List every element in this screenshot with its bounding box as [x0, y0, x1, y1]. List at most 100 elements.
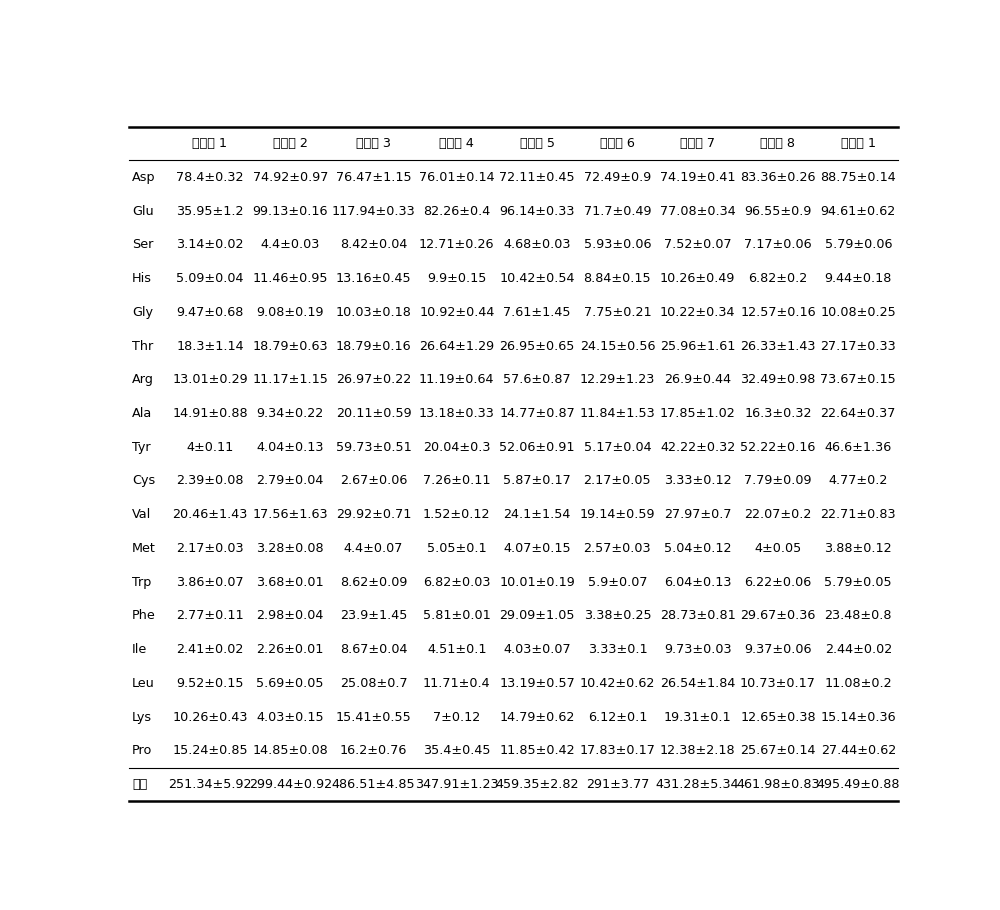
- Text: 2.41±0.02: 2.41±0.02: [176, 643, 244, 656]
- Text: 4±0.11: 4±0.11: [186, 440, 234, 454]
- Text: 实施例 1: 实施例 1: [841, 137, 876, 150]
- Text: 20.46±1.43: 20.46±1.43: [172, 508, 248, 521]
- Text: 94.61±0.62: 94.61±0.62: [821, 205, 896, 217]
- Text: 459.35±2.82: 459.35±2.82: [495, 778, 579, 791]
- Text: 7.52±0.07: 7.52±0.07: [664, 238, 732, 251]
- Text: 4±0.05: 4±0.05: [754, 542, 802, 555]
- Text: 3.14±0.02: 3.14±0.02: [176, 238, 244, 251]
- Text: 71.7±0.49: 71.7±0.49: [584, 205, 651, 217]
- Text: 74.19±0.41: 74.19±0.41: [660, 171, 735, 184]
- Text: 11.19±0.64: 11.19±0.64: [419, 373, 495, 386]
- Text: 12.29±1.23: 12.29±1.23: [580, 373, 655, 386]
- Text: 6.82±0.2: 6.82±0.2: [748, 272, 808, 285]
- Text: 总量: 总量: [132, 778, 147, 791]
- Text: 72.11±0.45: 72.11±0.45: [499, 171, 575, 184]
- Text: 9.44±0.18: 9.44±0.18: [825, 272, 892, 285]
- Text: 11.71±0.4: 11.71±0.4: [423, 677, 491, 690]
- Text: 431.28±5.34: 431.28±5.34: [656, 778, 740, 791]
- Text: 5.9±0.07: 5.9±0.07: [588, 576, 647, 589]
- Text: Asp: Asp: [132, 171, 156, 184]
- Text: 19.14±0.59: 19.14±0.59: [580, 508, 655, 521]
- Text: 10.73±0.17: 10.73±0.17: [740, 677, 816, 690]
- Text: 5.79±0.05: 5.79±0.05: [824, 576, 892, 589]
- Text: 22.71±0.83: 22.71±0.83: [820, 508, 896, 521]
- Text: 2.26±0.01: 2.26±0.01: [257, 643, 324, 656]
- Text: 18.79±0.63: 18.79±0.63: [252, 339, 328, 352]
- Text: 10.01±0.19: 10.01±0.19: [499, 576, 575, 589]
- Text: 7.61±1.45: 7.61±1.45: [503, 306, 571, 318]
- Text: 14.91±0.88: 14.91±0.88: [172, 407, 248, 420]
- Text: 2.77±0.11: 2.77±0.11: [176, 610, 244, 622]
- Text: 495.49±0.88: 495.49±0.88: [817, 778, 900, 791]
- Text: 9.52±0.15: 9.52±0.15: [176, 677, 244, 690]
- Text: 46.6±1.36: 46.6±1.36: [825, 440, 892, 454]
- Text: 26.33±1.43: 26.33±1.43: [740, 339, 816, 352]
- Text: 11.85±0.42: 11.85±0.42: [499, 744, 575, 757]
- Text: 299.44±0.92: 299.44±0.92: [249, 778, 332, 791]
- Text: 对比例 4: 对比例 4: [439, 137, 474, 150]
- Text: 486.51±4.85: 486.51±4.85: [332, 778, 415, 791]
- Text: Glu: Glu: [132, 205, 154, 217]
- Text: 18.79±0.16: 18.79±0.16: [336, 339, 411, 352]
- Text: 对比例 1: 对比例 1: [192, 137, 227, 150]
- Text: 3.68±0.01: 3.68±0.01: [256, 576, 324, 589]
- Text: 5.05±0.1: 5.05±0.1: [427, 542, 487, 555]
- Text: 6.12±0.1: 6.12±0.1: [588, 711, 647, 723]
- Text: 76.47±1.15: 76.47±1.15: [336, 171, 411, 184]
- Text: 4.68±0.03: 4.68±0.03: [503, 238, 571, 251]
- Text: 16.3±0.32: 16.3±0.32: [744, 407, 812, 420]
- Text: 8.42±0.04: 8.42±0.04: [340, 238, 407, 251]
- Text: 9.37±0.06: 9.37±0.06: [744, 643, 812, 656]
- Text: 10.22±0.34: 10.22±0.34: [660, 306, 735, 318]
- Text: Lys: Lys: [132, 711, 152, 723]
- Text: 11.84±1.53: 11.84±1.53: [580, 407, 655, 420]
- Text: 26.95±0.65: 26.95±0.65: [499, 339, 575, 352]
- Text: 26.9±0.44: 26.9±0.44: [664, 373, 731, 386]
- Text: 对比例 3: 对比例 3: [356, 137, 391, 150]
- Text: 2.98±0.04: 2.98±0.04: [257, 610, 324, 622]
- Text: 20.11±0.59: 20.11±0.59: [336, 407, 411, 420]
- Text: 20.04±0.3: 20.04±0.3: [423, 440, 491, 454]
- Text: 9.08±0.19: 9.08±0.19: [256, 306, 324, 318]
- Text: 74.92±0.97: 74.92±0.97: [253, 171, 328, 184]
- Text: 5.87±0.17: 5.87±0.17: [503, 474, 571, 488]
- Text: 96.14±0.33: 96.14±0.33: [499, 205, 575, 217]
- Text: 25.96±1.61: 25.96±1.61: [660, 339, 735, 352]
- Text: Ala: Ala: [132, 407, 152, 420]
- Text: 11.08±0.2: 11.08±0.2: [824, 677, 892, 690]
- Text: 78.4±0.32: 78.4±0.32: [176, 171, 244, 184]
- Text: 347.91±1.23: 347.91±1.23: [415, 778, 499, 791]
- Text: 24.1±1.54: 24.1±1.54: [503, 508, 571, 521]
- Text: Met: Met: [132, 542, 156, 555]
- Text: 29.09±1.05: 29.09±1.05: [499, 610, 575, 622]
- Text: 10.03±0.18: 10.03±0.18: [336, 306, 411, 318]
- Text: 对比例 7: 对比例 7: [680, 137, 715, 150]
- Text: 52.22±0.16: 52.22±0.16: [740, 440, 816, 454]
- Text: 4.07±0.15: 4.07±0.15: [503, 542, 571, 555]
- Text: 23.9±1.45: 23.9±1.45: [340, 610, 407, 622]
- Text: 10.26±0.49: 10.26±0.49: [660, 272, 735, 285]
- Text: 14.77±0.87: 14.77±0.87: [499, 407, 575, 420]
- Text: 16.2±0.76: 16.2±0.76: [340, 744, 407, 757]
- Text: Pro: Pro: [132, 744, 153, 757]
- Text: 26.97±0.22: 26.97±0.22: [336, 373, 411, 386]
- Text: 27.17±0.33: 27.17±0.33: [820, 339, 896, 352]
- Text: 9.9±0.15: 9.9±0.15: [427, 272, 486, 285]
- Text: 4.03±0.15: 4.03±0.15: [256, 711, 324, 723]
- Text: 3.86±0.07: 3.86±0.07: [176, 576, 244, 589]
- Text: 13.16±0.45: 13.16±0.45: [336, 272, 411, 285]
- Text: 4.04±0.13: 4.04±0.13: [256, 440, 324, 454]
- Text: His: His: [132, 272, 152, 285]
- Text: 2.79±0.04: 2.79±0.04: [257, 474, 324, 488]
- Text: 7.17±0.06: 7.17±0.06: [744, 238, 812, 251]
- Text: 14.85±0.08: 14.85±0.08: [252, 744, 328, 757]
- Text: 6.04±0.13: 6.04±0.13: [664, 576, 731, 589]
- Text: 27.44±0.62: 27.44±0.62: [821, 744, 896, 757]
- Text: 2.39±0.08: 2.39±0.08: [176, 474, 244, 488]
- Text: 15.41±0.55: 15.41±0.55: [336, 711, 411, 723]
- Text: 2.17±0.05: 2.17±0.05: [584, 474, 651, 488]
- Text: 2.44±0.02: 2.44±0.02: [825, 643, 892, 656]
- Text: 5.69±0.05: 5.69±0.05: [256, 677, 324, 690]
- Text: 29.92±0.71: 29.92±0.71: [336, 508, 411, 521]
- Text: 22.07±0.2: 22.07±0.2: [744, 508, 812, 521]
